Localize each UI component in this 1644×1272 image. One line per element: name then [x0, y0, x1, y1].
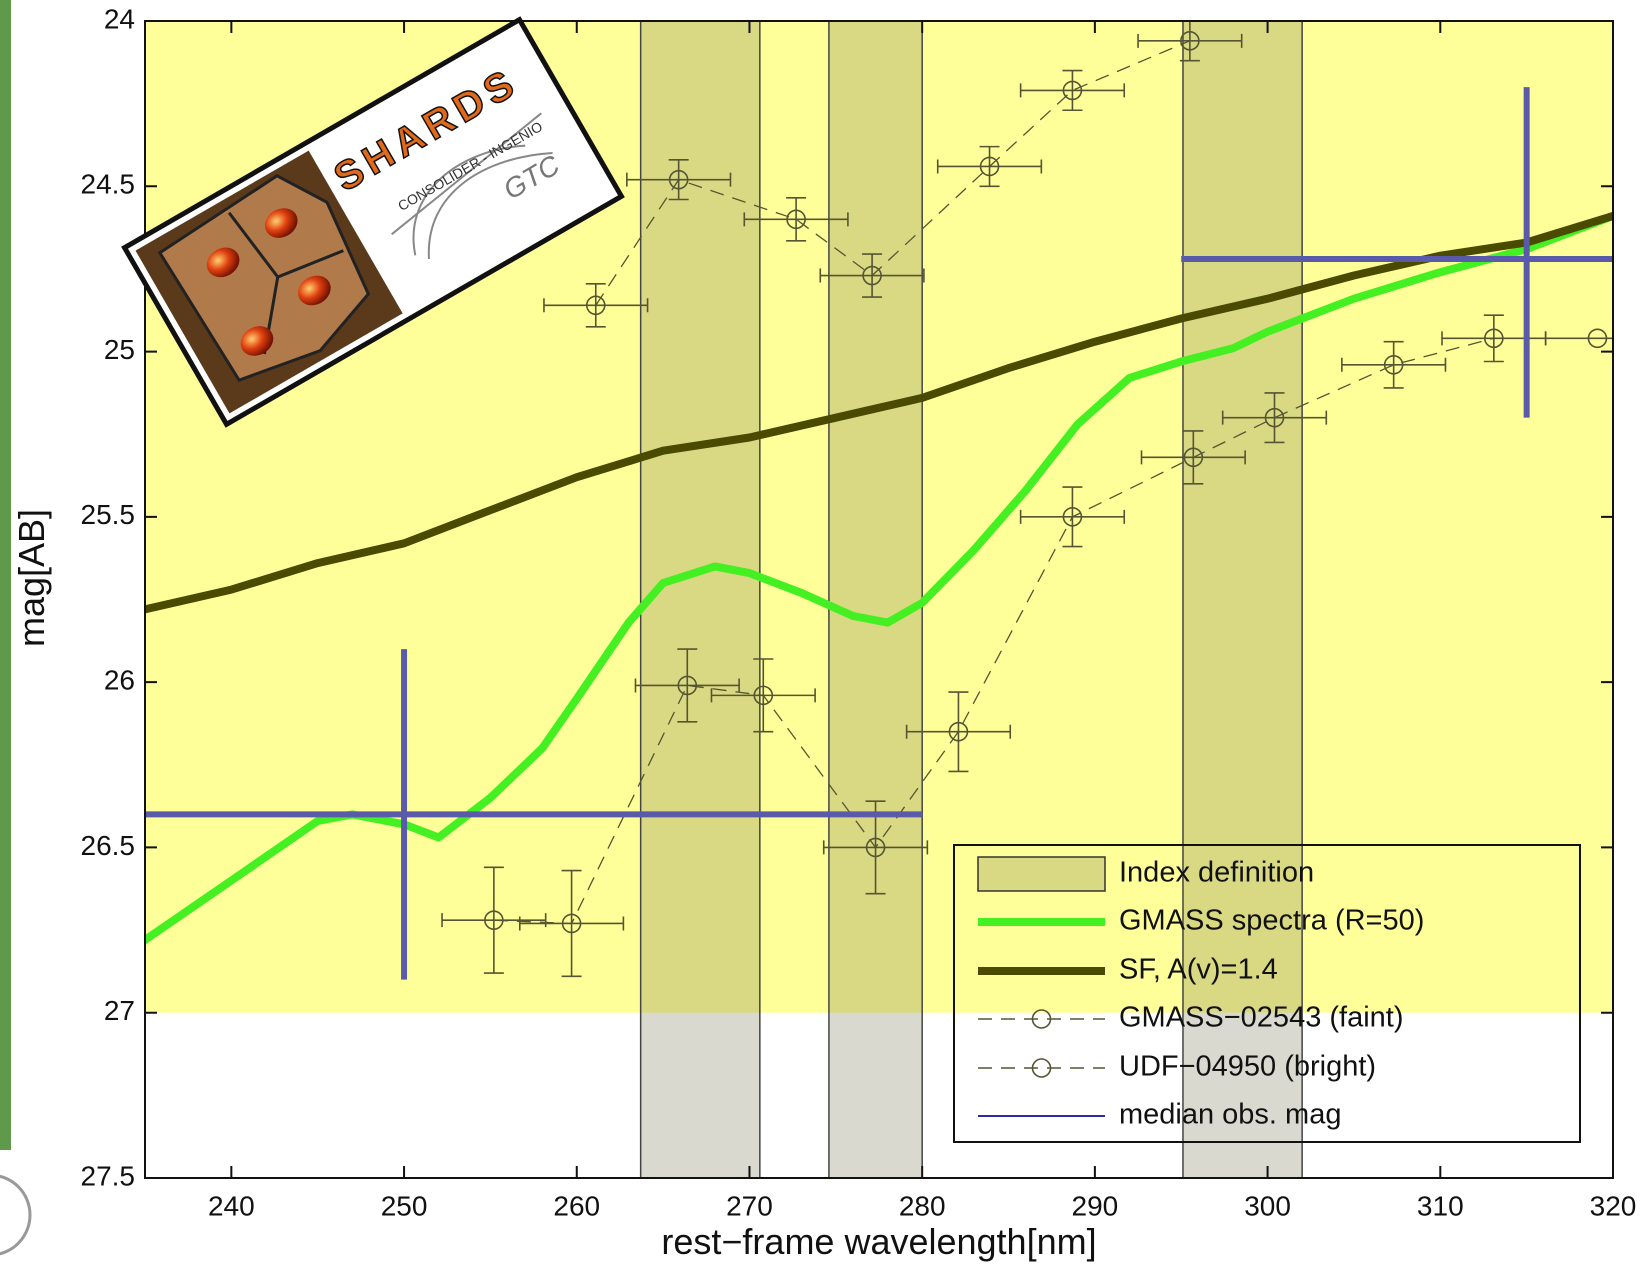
legend-label: SF, A(v)=1.4 [1119, 954, 1278, 986]
y-tick-label: 24 [104, 3, 135, 34]
x-tick-label: 290 [1072, 1190, 1119, 1221]
x-tick-label: 240 [208, 1190, 255, 1221]
side-seal [0, 1175, 30, 1255]
x-tick-label: 250 [381, 1190, 428, 1221]
legend-label: UDF−04950 (bright) [1119, 1051, 1376, 1083]
y-tick-label: 27 [104, 995, 135, 1026]
x-tick-label: 270 [726, 1190, 773, 1221]
legend-label: GMASS spectra (R=50) [1119, 905, 1424, 937]
y-axis-label: mag[AB] [11, 509, 52, 647]
y-tick-label: 27.5 [81, 1160, 136, 1191]
y-tick-label: 26.5 [81, 830, 136, 861]
legend-swatch [978, 857, 1105, 891]
x-tick-label: 320 [1590, 1190, 1637, 1221]
x-axis-label: rest−frame wavelength[nm] [661, 1221, 1096, 1262]
legend-label: median obs. mag [1119, 1099, 1341, 1131]
legend-label: Index definition [1119, 857, 1314, 889]
y-tick-label: 26 [104, 665, 135, 696]
x-tick-label: 310 [1417, 1190, 1464, 1221]
y-tick-label: 24.5 [81, 169, 136, 200]
side-strip [0, 0, 11, 1150]
y-tick-label: 25 [104, 334, 135, 365]
legend-label: GMASS−02543 (faint) [1119, 1002, 1404, 1034]
x-tick-label: 300 [1244, 1190, 1291, 1221]
index-band [641, 21, 760, 1178]
y-tick-label: 25.5 [81, 499, 136, 530]
x-tick-label: 260 [553, 1190, 600, 1221]
chart: 240 250 260 270 280 290 300 310 320 24 24.5 25 25.5 2… [0, 0, 1644, 1272]
x-tick-label: 280 [899, 1190, 946, 1221]
index-band [829, 21, 922, 1178]
